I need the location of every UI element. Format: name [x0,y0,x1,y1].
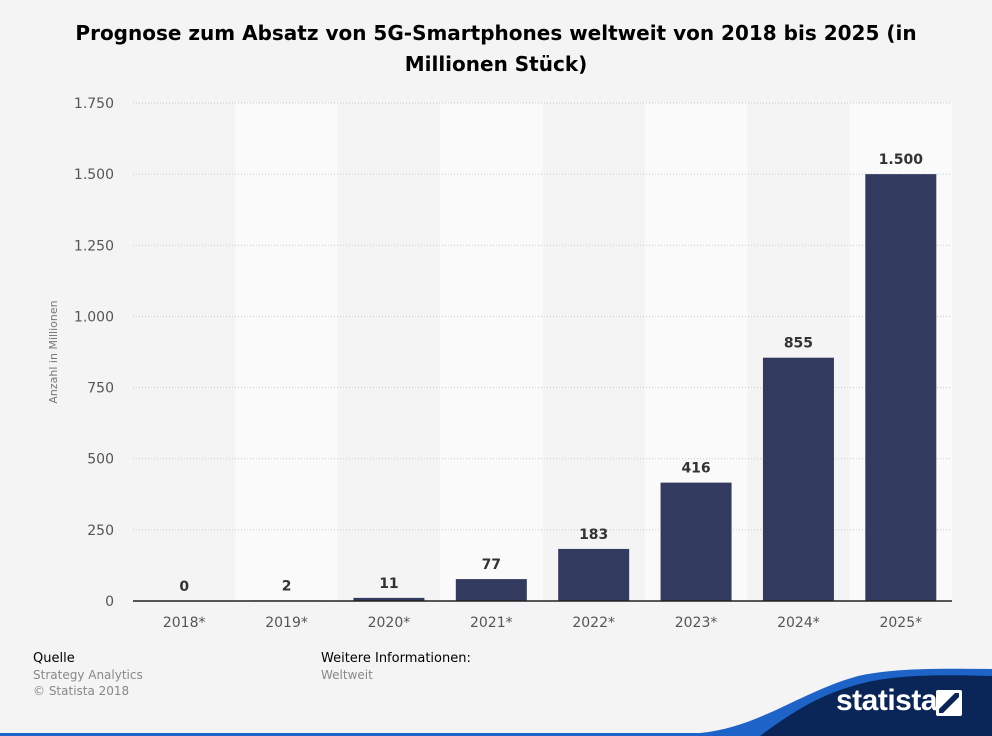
chart-title: Prognose zum Absatz von 5G-Smartphones w… [75,21,917,76]
bar[interactable] [455,579,527,601]
x-tick-label: 2019* [265,615,308,631]
y-tick-label: 1.750 [74,96,114,112]
x-tick-label: 2025* [879,615,922,631]
statista-logo[interactable]: statista [836,684,938,717]
value-labels: 0 2 11 77 183 416 855 1.500 [179,152,923,595]
value-label: 416 [681,461,710,477]
x-tick-label: 2018* [163,615,206,631]
bar[interactable] [353,597,425,601]
info-heading: Weitere Informationen: [321,651,471,666]
category-band [235,103,338,601]
value-label: 1.500 [879,152,924,168]
y-tick-label: 1.250 [74,238,114,254]
bar[interactable] [762,357,834,601]
y-axis-ticks: 0 250 500 750 1.000 1.250 1.500 1.750 [74,96,114,610]
info-value: Weltweit [321,668,373,682]
bars [251,174,937,601]
value-label: 11 [379,576,398,592]
copyright: © Statista 2018 [33,684,130,698]
y-axis-label: Anzahl in Millionen [47,300,60,403]
x-axis-ticks: 2018* 2019* 2020* 2021* 2022* 2023* 2024* 2025* [163,615,922,631]
y-tick-label: 0 [105,594,114,610]
y-tick-label: 1.000 [74,309,114,325]
source-heading: Quelle [33,651,75,666]
x-tick-label: 2021* [470,615,513,631]
x-tick-label: 2020* [368,615,411,631]
bar[interactable] [865,174,937,601]
value-label: 855 [784,336,813,352]
y-tick-label: 750 [87,381,114,397]
category-band [440,103,543,601]
brand-wave-main [760,675,992,736]
bar[interactable] [660,482,732,601]
source-block: Quelle Strategy Analytics © Statista 201… [33,651,143,699]
y-tick-label: 250 [87,523,114,539]
value-label: 77 [482,557,501,573]
value-label: 183 [579,527,608,543]
value-label: 2 [282,578,292,594]
value-label: 0 [179,579,189,595]
source-name: Strategy Analytics [33,668,143,682]
x-tick-label: 2023* [675,615,718,631]
statista-logo-icon[interactable] [936,690,962,716]
x-tick-label: 2024* [777,615,820,631]
bar[interactable] [558,548,630,601]
x-tick-label: 2022* [572,615,615,631]
y-tick-label: 1.500 [74,167,114,183]
y-tick-label: 500 [87,452,114,468]
info-block: Weitere Informationen: Weltweit [321,651,471,683]
